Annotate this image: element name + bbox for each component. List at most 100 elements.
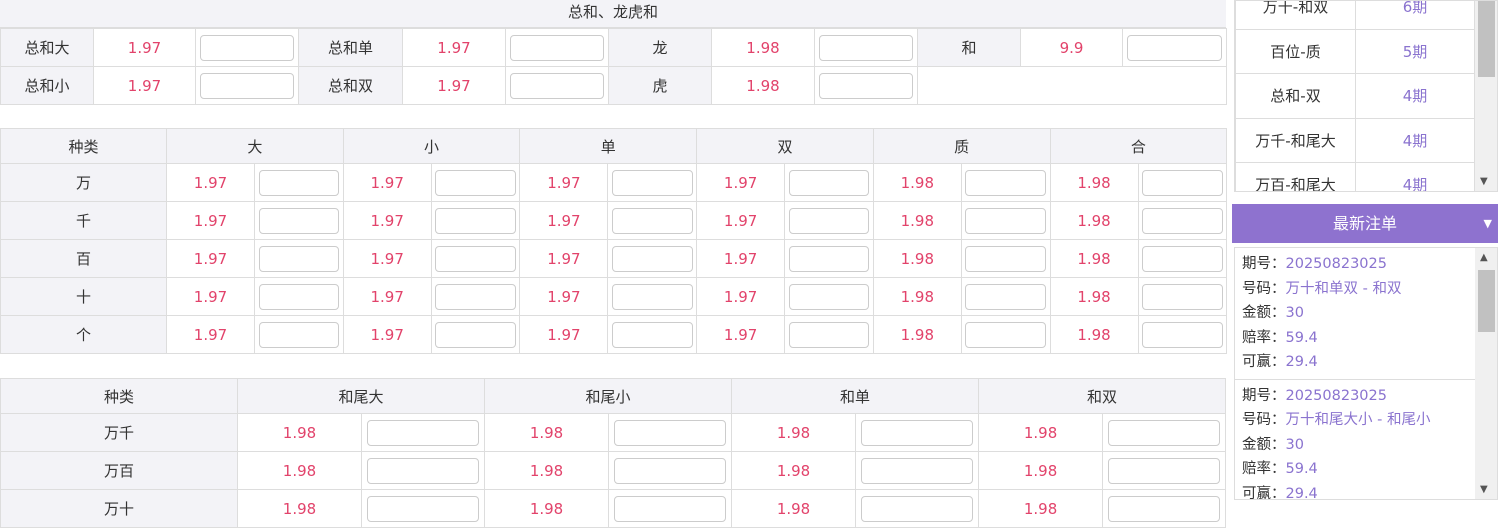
bet-amount-input[interactable] [258,283,340,310]
bet-amount-input[interactable] [611,207,693,234]
bet-cell [505,66,609,105]
bet-entry: 期号：20250823025 号码：万十和尾大小 - 和尾小 金额：30 赔率：59.… [1235,380,1475,500]
streak-row: 万千-和尾大 4期 [1235,117,1475,163]
bet-label: 总和双 [298,66,403,105]
bet-amount-input[interactable] [860,495,974,522]
bet-amount-input[interactable] [965,283,1046,310]
table-row: 千 1.97 1.97 1.97 1.97 1.98 1.98 [0,201,1228,240]
bet-amount-input[interactable] [611,283,693,310]
bet-amount-input[interactable] [788,321,870,348]
entry-rate: 赔率：59.4 [1242,326,1468,351]
scroll-down-icon[interactable]: ▼ [1480,176,1488,187]
entry-value: 30 [1285,436,1304,453]
entry-label: 号码： [1242,412,1286,428]
bet-amount-input[interactable] [788,283,870,310]
bet-cell [1102,489,1227,528]
bet-amount-input[interactable] [200,72,294,99]
bet-amount-input[interactable] [510,34,604,61]
bet-amount-input[interactable] [1142,283,1223,310]
streak-name: 百位-质 [1235,28,1356,74]
bet-amount-input[interactable] [1142,169,1223,196]
bet-amount-input[interactable] [258,207,340,234]
entry-label: 金额： [1242,436,1286,453]
bet-amount-input[interactable] [611,169,693,196]
bet-amount-input[interactable] [788,207,870,234]
streak-panel: 万十-和双 6期 百位-质 5期 总和-双 4期 万千-和尾大 4期 万百-和尾大 4期 ▼ [1234,0,1498,192]
row-label: 百 [0,239,167,278]
bet-amount-input[interactable] [819,72,913,99]
entry-value: 59.4 [1285,461,1318,477]
bet-amount-input[interactable] [965,321,1046,348]
odds-value: 1.98 [237,451,362,490]
bet-amount-input[interactable] [1142,245,1223,272]
odds-value: 1.97 [519,239,609,278]
odds-value: 1.97 [696,315,786,354]
odds-value: 1.97 [166,277,255,316]
scrollbar[interactable]: ▲ ▼ [1475,248,1497,499]
scroll-up-icon[interactable]: ▲ [1480,252,1488,263]
odds-value: 1.98 [1049,277,1139,316]
scrollbar-thumb[interactable] [1478,270,1495,332]
bet-amount-input[interactable] [1107,457,1221,484]
caret-down-icon[interactable]: ▼ [1483,217,1492,230]
bet-amount-input[interactable] [435,169,516,196]
bet-amount-input[interactable] [819,34,913,61]
bet-amount-input[interactable] [435,207,516,234]
bet-amount-input[interactable] [366,495,480,522]
bet-amount-input[interactable] [965,169,1046,196]
bet-label: 虎 [608,66,712,105]
odds-value: 1.97 [93,66,196,105]
bet-cell [784,201,874,240]
streak-row: 百位-质 5期 [1235,28,1475,74]
latest-bets-header[interactable]: 最新注单 ▼ [1232,204,1498,243]
bet-amount-input[interactable] [613,419,727,446]
bet-amount-input[interactable] [258,321,340,348]
bet-amount-input[interactable] [860,457,974,484]
odds-value: 1.98 [872,201,962,240]
table-row: 百 1.97 1.97 1.97 1.97 1.98 1.98 [0,239,1228,278]
entry-label: 赔率： [1242,461,1286,477]
bet-amount-input[interactable] [435,245,516,272]
scrollbar-thumb[interactable] [1478,1,1495,77]
bet-amount-input[interactable] [611,321,693,348]
bet-amount-input[interactable] [788,169,870,196]
bet-amount-input[interactable] [1142,321,1223,348]
bet-amount-input[interactable] [366,457,480,484]
bet-amount-input[interactable] [200,34,294,61]
bet-amount-input[interactable] [788,245,870,272]
section-title: 总和、龙虎和 [0,0,1226,28]
scrollbar[interactable]: ▼ [1475,1,1497,191]
odds-value: 1.97 [166,201,255,240]
bet-amount-input[interactable] [510,72,604,99]
bet-amount-input[interactable] [1107,495,1221,522]
table-row: 十 1.97 1.97 1.97 1.97 1.98 1.98 [0,277,1228,316]
bet-amount-input[interactable] [611,245,693,272]
bet-amount-input[interactable] [1127,34,1222,61]
odds-value: 1.97 [519,201,609,240]
bet-amount-input[interactable] [1142,207,1223,234]
bet-amount-input[interactable] [965,245,1046,272]
entry-win: 可赢：29.4 [1242,482,1468,500]
bet-cell [1137,201,1228,240]
bet-cell [254,315,344,354]
bet-amount-input[interactable] [258,169,340,196]
table-row: 万十 1.98 1.98 1.98 1.98 [0,489,1227,528]
column-header: 小 [342,128,521,164]
bet-amount-input[interactable] [613,495,727,522]
odds-value: 1.97 [519,277,609,316]
bet-amount-input[interactable] [860,419,974,446]
bet-amount-input[interactable] [1107,419,1221,446]
bet-cell [608,489,733,528]
table-row: 万 1.97 1.97 1.97 1.97 1.98 1.98 [0,163,1228,202]
odds-value: 1.98 [1049,201,1139,240]
bet-amount-input[interactable] [613,457,727,484]
bet-amount-input[interactable] [435,321,516,348]
scroll-down-icon[interactable]: ▼ [1480,484,1488,495]
column-header: 种类 [0,128,167,164]
bet-amount-input[interactable] [965,207,1046,234]
bet-amount-input[interactable] [435,283,516,310]
bet-amount-input[interactable] [258,245,340,272]
bet-cell [607,239,698,278]
row-label: 十 [0,277,167,316]
bet-amount-input[interactable] [366,419,480,446]
